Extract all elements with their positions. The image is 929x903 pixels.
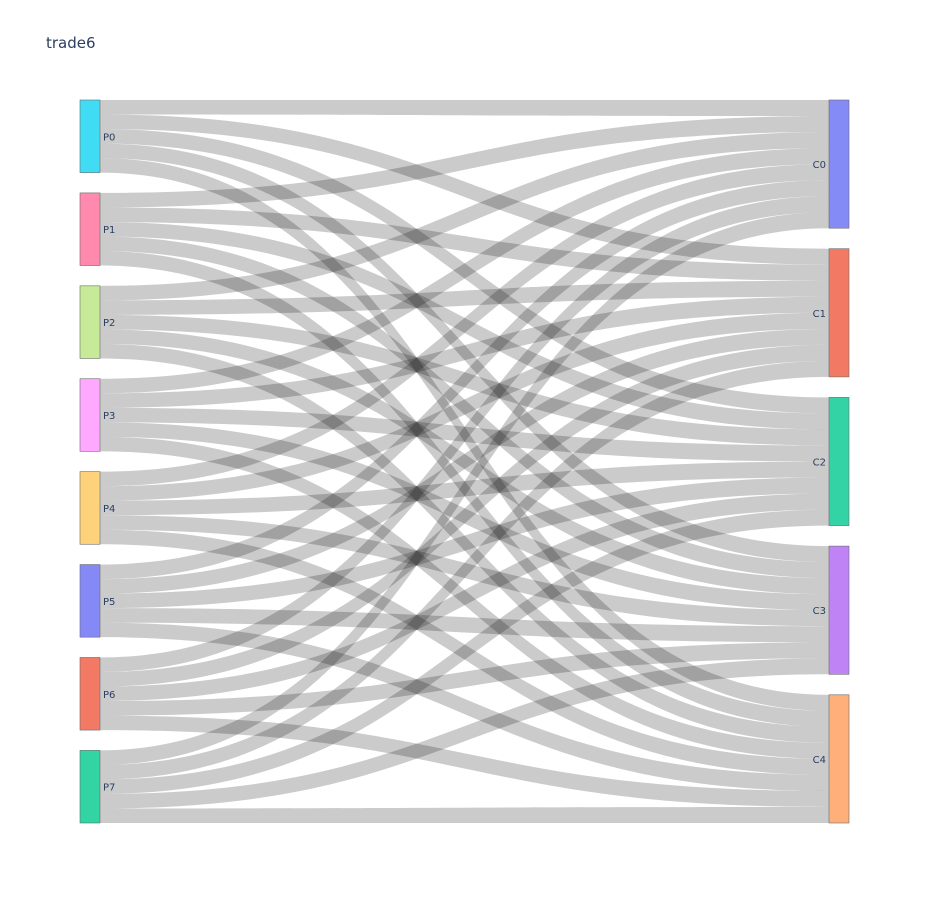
link-P5-C2 [100,477,829,609]
node-P2[interactable] [79,285,101,359]
node-label-C1: C1 [813,309,826,320]
link-P7-C4 [100,806,829,823]
link-P6-C4 [100,715,829,807]
link-P3-C1 [100,296,829,408]
node-label-C3: C3 [813,606,826,617]
link-P5-C1 [100,328,829,594]
sankey-nodes: P0 P1 P2 P3 P4 P5 P6 P7 C0 C1 C2 C3 C4 [79,99,850,824]
link-P6-C0 [100,196,829,672]
link-P5-C4 [100,622,829,791]
node-P5[interactable] [79,564,101,638]
link-P5-C0 [100,180,829,580]
node-P7[interactable] [79,750,101,824]
node-label-P1: P1 [103,225,115,236]
node-label-P0: P0 [103,132,115,143]
node-label-C0: C0 [813,160,826,171]
node-P6[interactable] [79,657,101,731]
link-P7-C1 [100,360,829,780]
link-P1-C0 [100,116,829,208]
node-label-P2: P2 [103,318,115,329]
node-P3[interactable] [79,378,101,452]
link-P7-C3 [100,658,829,809]
node-C2[interactable] [828,397,850,526]
link-P6-C2 [100,493,829,702]
link-P1-C1 [100,207,829,281]
node-label-C4: C4 [813,755,826,766]
link-P3-C0 [100,148,829,394]
node-C3[interactable] [828,545,850,675]
link-P7-C2 [100,509,829,794]
node-label-P5: P5 [103,597,115,608]
link-P2-C1 [100,280,829,315]
link-P0-C1 [100,114,829,265]
node-label-C2: C2 [813,458,826,469]
chart-title: trade6 [46,34,96,52]
node-P0[interactable] [79,99,101,173]
node-C1[interactable] [828,248,850,378]
link-P7-C0 [100,212,829,765]
node-label-P3: P3 [103,411,115,422]
link-P4-C1 [100,312,829,501]
link-P0-C0 [100,100,829,117]
link-P2-C0 [100,132,829,301]
node-C4[interactable] [828,694,850,824]
node-label-P6: P6 [103,690,115,701]
node-P4[interactable] [79,471,101,545]
link-P4-C0 [100,164,829,487]
link-P6-C1 [100,344,829,687]
node-label-P4: P4 [103,504,115,515]
sankey-links [100,100,829,823]
node-P1[interactable] [79,192,101,266]
node-C0[interactable] [828,99,850,229]
node-label-P7: P7 [103,783,115,794]
